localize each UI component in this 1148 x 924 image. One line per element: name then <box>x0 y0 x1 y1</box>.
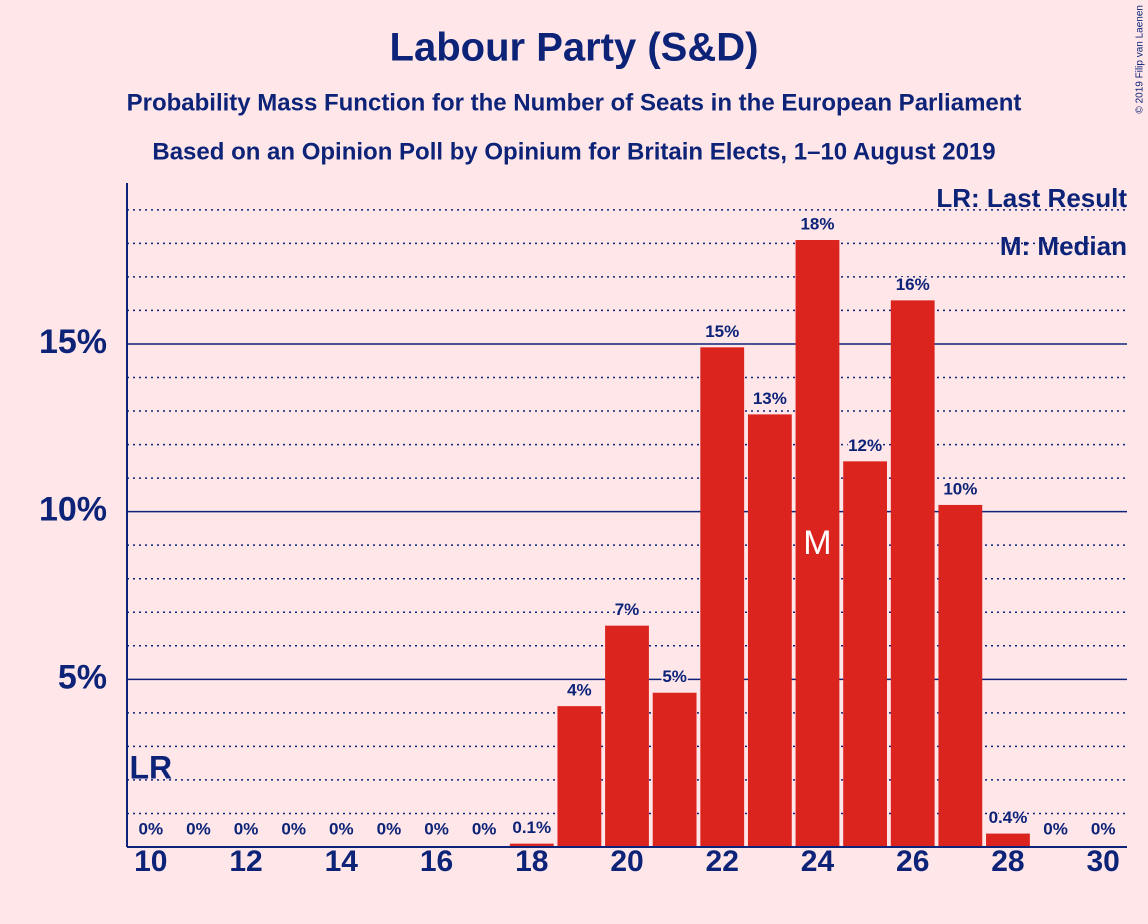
value-label: 15% <box>705 322 739 341</box>
bar <box>938 504 983 847</box>
value-label: 0% <box>234 819 259 838</box>
labels: 5% 10% 15% 10 12 14 16 18 20 22 24 26 28 30 0% LR 0% 0% 0%… <box>39 183 1127 878</box>
chart-title: Labour Party (S&D) <box>390 26 759 70</box>
median-marker: M <box>803 524 831 562</box>
value-label: 0.1% <box>512 818 551 837</box>
bar <box>605 625 649 847</box>
bar <box>700 347 745 847</box>
last-result-marker: LR <box>129 749 172 785</box>
bar <box>652 692 697 847</box>
x-tick-label: 28 <box>991 845 1024 878</box>
value-label: 18% <box>800 214 834 233</box>
bar <box>986 833 1030 847</box>
value-label: 12% <box>848 436 882 455</box>
value-label: 5% <box>662 667 687 686</box>
value-label: 0.4% <box>989 808 1028 827</box>
x-tick-label: 30 <box>1087 845 1120 878</box>
x-tick-label: 18 <box>515 845 548 878</box>
x-tick-label: 24 <box>801 845 835 878</box>
bar <box>557 706 602 847</box>
legend-entry: LR: Last Result <box>936 183 1127 213</box>
legend-entry: M: Median <box>1000 231 1127 261</box>
value-label: 13% <box>753 389 787 408</box>
bars <box>509 240 1030 847</box>
x-tick-label: 22 <box>706 845 739 878</box>
bar <box>509 843 554 847</box>
bar <box>747 414 792 847</box>
value-label: 0% <box>1043 819 1068 838</box>
value-label: 0% <box>281 819 306 838</box>
value-label: 0% <box>472 819 497 838</box>
value-label: 0% <box>377 819 402 838</box>
value-label: 0% <box>424 819 449 838</box>
copyright: © 2019 Filip van Laenen <box>1135 5 1146 114</box>
value-label: 7% <box>615 600 640 619</box>
value-label: 0% <box>329 819 354 838</box>
bar <box>843 461 887 847</box>
bar <box>795 240 840 847</box>
value-label: 0% <box>1091 819 1116 838</box>
y-tick-label: 5% <box>58 658 107 696</box>
x-tick-label: 20 <box>610 845 643 878</box>
value-label: 16% <box>896 275 930 294</box>
bar <box>890 300 935 847</box>
x-tick-label: 26 <box>896 845 929 878</box>
x-tick-label: 14 <box>325 845 359 878</box>
value-label: 10% <box>943 479 977 498</box>
chart-subtitle: Based on an Opinion Poll by Opinium for … <box>152 138 995 165</box>
x-tick-label: 12 <box>229 845 262 878</box>
value-label: 0% <box>186 819 211 838</box>
chart-subtitle: Probability Mass Function for the Number… <box>127 89 1022 116</box>
y-tick-label: 10% <box>39 491 107 529</box>
value-label: 4% <box>567 681 592 700</box>
x-tick-label: 10 <box>134 845 167 878</box>
y-tick-label: 15% <box>39 323 107 361</box>
x-tick-label: 16 <box>420 845 453 878</box>
value-label: 0% <box>139 819 164 838</box>
